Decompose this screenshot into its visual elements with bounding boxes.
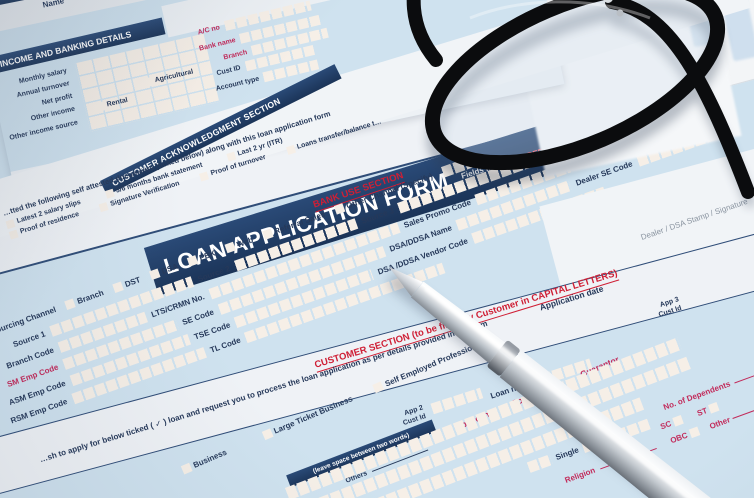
dependents-label: No. of Dependents [662,379,732,412]
channel-label: Branch [75,287,105,306]
channel-dst: DST [112,274,142,294]
religion-label: Religion [563,465,597,485]
checkbox-icon [261,428,274,441]
checkbox-icon [672,415,684,427]
eyeglasses [406,0,754,207]
channel-label: DST [123,274,142,289]
blank-line [732,406,754,419]
channel-branch: Branch [64,287,105,310]
glasses-temple-arm [605,0,754,199]
source-label: Source 1 [11,328,47,349]
checkbox-icon [180,462,193,475]
glasses-rim [424,0,726,171]
app3-label: App 3 Cust Id [655,296,683,319]
caste-label: ST [695,405,709,418]
checkbox-icon [688,426,701,439]
glasses-hinge-glint [603,0,613,3]
checkbox-icon [224,241,236,254]
checkbox-icon [64,298,77,310]
glasses-hinge-glint [616,9,624,17]
bank-label: Cust ID [215,64,242,77]
checkbox-icon [708,401,720,414]
code-label: SE Code [180,307,215,327]
caste-sc: SC [659,415,684,431]
checkbox-icon [149,268,161,280]
bank-label: Branch [222,48,248,61]
input-cells [526,454,554,473]
blank-line [733,373,754,384]
caste-label: SC [658,418,673,431]
checkbox-icon [186,255,199,267]
caste-st: ST [695,401,720,418]
caste-label: Other [708,414,732,431]
bank-label: A/C no [196,23,221,36]
checkbox-icon [261,228,274,241]
checkbox-icon [5,218,16,229]
checkbox-icon [226,151,237,162]
bank-label: Account type [215,75,260,93]
code-label: TL Code [208,335,242,355]
rim-highlight [469,0,651,20]
checkbox-icon [333,203,346,215]
caste-label: OBC [668,430,689,445]
caste-obc: OBC [668,426,701,446]
checkbox-icon [112,281,124,294]
glasses-bridge [406,0,443,67]
checkbox-icon [104,188,115,199]
glasses-lens [432,0,718,163]
input-cells [430,387,484,415]
emp-type-label: Business [191,447,228,470]
